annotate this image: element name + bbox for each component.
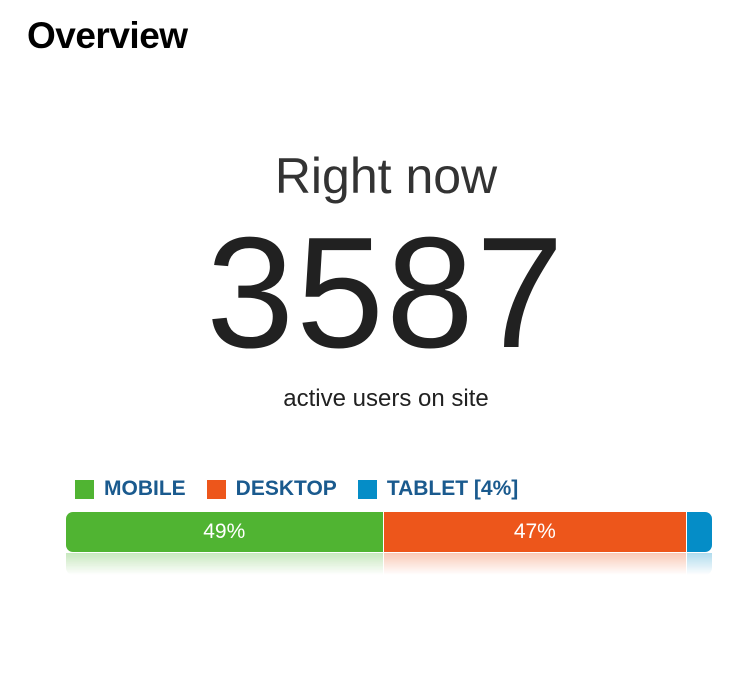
reflection-segment-tablet xyxy=(686,553,712,575)
legend-item-tablet[interactable]: TABLET [4%] xyxy=(357,477,519,501)
reflection-segment-desktop xyxy=(382,553,687,575)
active-users-count: 3587 xyxy=(206,205,566,381)
mobile-swatch xyxy=(75,479,94,499)
bar-label-desktop: 47% xyxy=(513,520,556,543)
bar-segment-desktop[interactable]: 47% xyxy=(382,512,687,552)
device-share-bar: 49% 47% xyxy=(66,512,712,552)
active-users-caption: active users on site xyxy=(283,385,489,412)
bar-segment-tablet[interactable] xyxy=(686,512,712,552)
right-now-heading: Right now xyxy=(274,148,498,204)
legend-item-desktop[interactable]: DESKTOP xyxy=(206,477,337,501)
legend-label-mobile: MOBILE xyxy=(104,477,186,500)
device-legend: MOBILE DESKTOP TABLET [4%] xyxy=(75,476,539,502)
reflection-segment-mobile xyxy=(66,553,383,575)
legend-item-mobile[interactable]: MOBILE xyxy=(75,477,186,501)
bar-segment-mobile[interactable]: 49% xyxy=(66,512,383,552)
tablet-swatch xyxy=(357,479,377,499)
bar-label-mobile: 49% xyxy=(203,520,246,543)
panel-title: Overview xyxy=(27,15,188,56)
legend-label-tablet: TABLET [4%] xyxy=(386,477,519,500)
bar-reflection xyxy=(66,553,712,575)
legend-label-desktop: DESKTOP xyxy=(235,477,337,500)
desktop-swatch xyxy=(206,479,226,499)
